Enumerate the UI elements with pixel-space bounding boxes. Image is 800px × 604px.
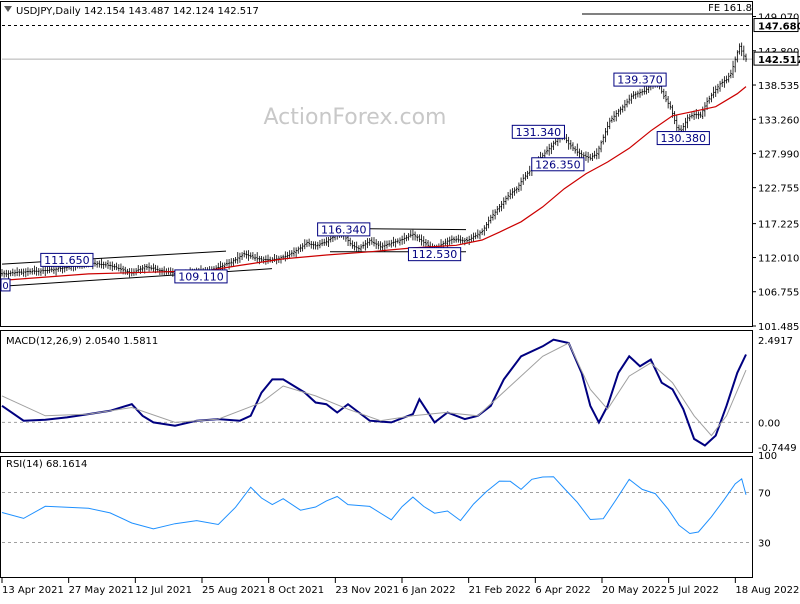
- swing-label-text: 126.350: [535, 158, 581, 171]
- swing-label-box: [511, 124, 565, 139]
- left-edge-box: [0, 278, 11, 292]
- price-layer: FE 161.8 111.650 109.110 116.340 112.530 131.…: [0, 3, 752, 292]
- macd-tick-label: 2.4917: [758, 336, 793, 347]
- x-tick-label: 8 Oct 2021: [269, 585, 324, 596]
- rsi-line: [1, 476, 747, 535]
- left-edge-label: 0: [0, 278, 11, 292]
- swing-label-text: 130.380: [661, 132, 707, 145]
- price-tick-label: 106.755: [758, 288, 799, 299]
- swing-label-box: [40, 252, 94, 267]
- price-tick-label: 122.755: [758, 184, 799, 195]
- swing-label-text: 139.370: [617, 74, 663, 87]
- price-tick-label: 149.070: [758, 13, 799, 24]
- macd-tick-label: 0.00: [758, 418, 780, 429]
- swing-label-box: [613, 72, 667, 87]
- swing-label: 131.340: [511, 124, 565, 139]
- x-tick-label: 5 Jul 2022: [669, 585, 719, 596]
- rsi-header: RSI(14) 68.1614: [6, 459, 87, 470]
- axes-layer: 149.070143.800138.535133.260127.990122.7…: [1, 13, 800, 596]
- swing-label: 130.380: [656, 131, 710, 146]
- swing-label-box: [656, 131, 710, 146]
- swing-label-box: [531, 157, 585, 172]
- price-tick-label: 112.010: [758, 254, 799, 265]
- macd-layer: [1, 338, 752, 447]
- price-tick-label: 138.535: [758, 81, 799, 92]
- collapse-arrow-icon[interactable]: [4, 6, 12, 12]
- price-tick-label: 101.485: [758, 322, 799, 333]
- rsi-layer: [1, 476, 752, 543]
- left-edge-text: 0: [2, 281, 8, 292]
- swing-label-box: [317, 222, 371, 237]
- swing-label: 112.530: [407, 247, 462, 262]
- price-tag-label: 147.680: [758, 22, 800, 33]
- x-tick-label: 21 Feb 2022: [469, 585, 531, 596]
- swing-label: 109.110: [174, 269, 228, 284]
- price-pane-frame: [0, 1, 753, 327]
- rsi-tick-label: 30: [758, 539, 771, 550]
- x-tick-label: 18 Aug 2022: [735, 585, 799, 596]
- price-tag-label: 142.517: [758, 55, 800, 66]
- swing-label-text: 109.110: [178, 270, 224, 283]
- rsi-tick-label: 70: [758, 489, 771, 500]
- channel-upper-line: [1, 250, 227, 265]
- fib-label: FE 161.8: [708, 3, 752, 14]
- x-tick-label: 27 May 2021: [69, 585, 134, 596]
- macd-pane-frame: [0, 330, 753, 453]
- price-tick-label: 117.225: [758, 220, 799, 231]
- swing-label-text: 116.340: [321, 223, 367, 236]
- watermark: ActionForex.com: [264, 105, 447, 130]
- swing-label-text: 112.530: [412, 248, 458, 261]
- swing-label: 126.350: [531, 157, 585, 172]
- x-tick-label: 25 Aug 2021: [202, 585, 266, 596]
- price-tick-label: 127.990: [758, 150, 799, 161]
- x-tick-label: 13 Apr 2021: [2, 585, 64, 596]
- rsi-tick-label: 100: [758, 451, 777, 462]
- price-tick-label: 133.260: [758, 115, 799, 126]
- price-tag-box: [753, 51, 799, 66]
- x-tick-label: 6 Apr 2022: [535, 585, 590, 596]
- rsi-pane-frame: [0, 456, 753, 578]
- macd-line: [1, 338, 747, 447]
- moving-average-line: [1, 86, 747, 281]
- macd-tick-label: -0.7449: [758, 443, 797, 454]
- swing-label-text: 111.650: [44, 254, 90, 267]
- swing-label: 111.650: [40, 252, 94, 267]
- swing-label-box: [174, 269, 228, 284]
- x-tick-label: 20 May 2022: [602, 585, 667, 596]
- price-header: USDJPY,Daily 142.154 143.487 142.124 142…: [16, 6, 259, 17]
- swing-label: 139.370: [613, 72, 667, 87]
- signal-line: [1, 342, 747, 437]
- x-tick-label: 23 Nov 2021: [335, 585, 399, 596]
- x-tick-label: 6 Jan 2022: [402, 585, 456, 596]
- swing-label-text: 131.340: [516, 126, 562, 139]
- price-tag-box: [753, 18, 799, 33]
- macd-header: MACD(12,26,9) 2.0540 1.5811: [6, 336, 158, 347]
- swing-label-box: [407, 247, 462, 262]
- x-tick-label: 12 Jul 2021: [135, 585, 192, 596]
- swing-label: 116.340: [317, 222, 371, 237]
